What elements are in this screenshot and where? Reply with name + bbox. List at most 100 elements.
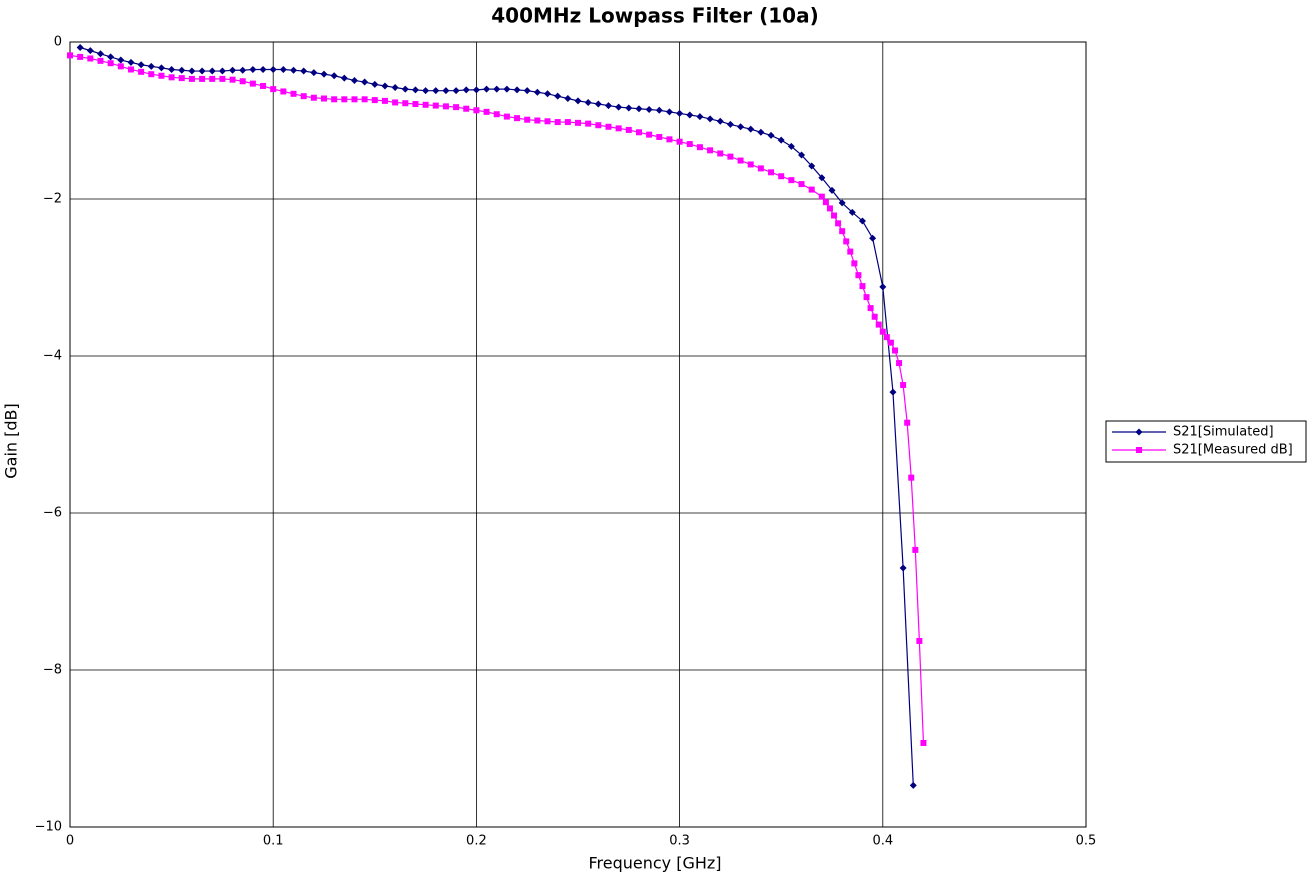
marker — [208, 67, 216, 75]
marker — [310, 94, 317, 101]
marker — [391, 84, 399, 92]
marker — [554, 119, 561, 126]
marker — [896, 360, 903, 367]
marker — [727, 153, 734, 160]
legend-label: S21[Measured dB] — [1173, 443, 1293, 458]
marker — [798, 151, 806, 159]
marker — [920, 740, 927, 747]
marker — [788, 177, 795, 184]
marker — [533, 88, 541, 96]
marker — [473, 107, 480, 114]
marker — [822, 199, 829, 206]
marker — [219, 75, 226, 82]
marker — [808, 186, 815, 193]
marker — [887, 339, 894, 346]
marker — [747, 125, 755, 133]
marker — [1136, 447, 1142, 453]
x-tick-label: 0.1 — [263, 834, 284, 849]
marker — [249, 80, 256, 87]
marker — [875, 321, 882, 328]
marker — [77, 53, 84, 60]
legend-box — [1105, 420, 1307, 463]
marker — [798, 181, 805, 188]
marker — [655, 106, 663, 114]
marker — [777, 136, 785, 144]
marker — [138, 68, 145, 75]
marker — [848, 208, 856, 216]
marker — [646, 131, 653, 138]
marker — [707, 147, 714, 154]
marker — [188, 67, 196, 75]
marker — [158, 72, 165, 79]
marker — [666, 136, 673, 143]
marker — [615, 103, 623, 111]
marker — [696, 113, 704, 121]
marker — [635, 129, 642, 136]
marker — [229, 76, 236, 83]
marker — [544, 118, 551, 125]
marker — [351, 96, 358, 103]
marker — [331, 96, 338, 103]
marker — [839, 228, 846, 235]
marker — [665, 108, 673, 116]
marker — [341, 96, 348, 103]
marker — [869, 234, 877, 242]
marker — [260, 82, 267, 89]
marker — [321, 95, 327, 102]
marker — [157, 64, 165, 72]
marker — [442, 87, 450, 95]
x-tick-label: 0.3 — [669, 834, 690, 849]
marker — [381, 97, 388, 104]
marker — [330, 72, 338, 80]
marker — [787, 142, 795, 150]
marker — [871, 313, 878, 320]
marker — [625, 104, 633, 112]
marker — [605, 123, 612, 130]
marker — [737, 157, 744, 164]
marker — [524, 116, 531, 123]
marker — [554, 92, 562, 100]
marker — [168, 65, 176, 73]
marker — [879, 283, 887, 291]
marker — [604, 102, 612, 110]
plot-frame — [69, 41, 1087, 828]
marker — [916, 637, 923, 644]
marker — [909, 781, 917, 789]
marker — [851, 260, 858, 267]
marker — [350, 76, 358, 84]
marker — [249, 65, 257, 73]
marker — [239, 78, 246, 85]
marker — [564, 95, 572, 103]
marker — [574, 97, 582, 105]
marker — [899, 564, 907, 572]
marker — [737, 123, 745, 131]
marker — [96, 50, 104, 58]
marker — [838, 199, 846, 207]
marker — [757, 165, 764, 172]
marker — [290, 66, 298, 74]
marker — [188, 75, 195, 82]
marker — [422, 87, 430, 95]
marker — [117, 63, 124, 70]
marker — [891, 347, 898, 354]
marker — [290, 90, 297, 97]
marker — [778, 173, 785, 180]
marker — [544, 90, 552, 98]
marker — [686, 111, 694, 119]
marker — [912, 546, 919, 553]
marker — [199, 75, 206, 82]
marker — [229, 66, 237, 74]
marker — [859, 283, 866, 290]
marker — [483, 108, 490, 115]
marker — [310, 69, 318, 77]
marker — [908, 474, 915, 481]
marker — [855, 272, 862, 279]
marker — [218, 67, 226, 75]
marker — [168, 74, 175, 81]
marker — [514, 115, 521, 122]
marker — [239, 66, 247, 74]
marker — [280, 88, 287, 95]
marker — [361, 78, 369, 86]
marker — [747, 161, 754, 168]
